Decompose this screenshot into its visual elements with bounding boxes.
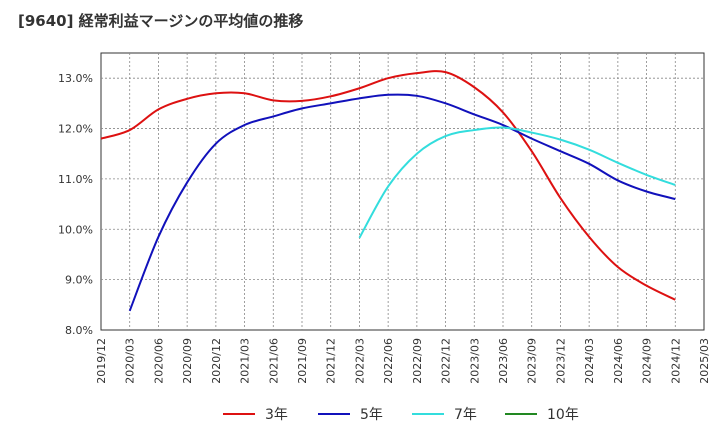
x-tick-label: 2021/06	[267, 338, 280, 384]
x-tick-label: 2022/06	[382, 338, 395, 384]
x-tick-label: 2021/03	[239, 338, 252, 384]
chart-title: [9640] 経常利益マージンの平均値の推移	[18, 12, 304, 30]
x-tick-label: 2021/12	[325, 338, 338, 384]
plot-area	[100, 52, 705, 331]
series-line-3年	[100, 70, 676, 301]
legend-label: 3年	[265, 407, 288, 423]
x-tick-label: 2020/09	[181, 338, 194, 384]
y-tick-label: 11.0%	[58, 173, 93, 186]
x-tick-label: 2022/03	[353, 338, 366, 384]
x-tick-label: 2024/09	[641, 338, 654, 384]
x-tick-label: 2024/03	[583, 338, 596, 384]
x-axis-ticks: 2019/12 2020/03 2020/06 2020/09 2020/12 2021/…	[95, 338, 711, 384]
y-tick-label: 8.0%	[65, 324, 93, 337]
series-lines	[100, 70, 676, 312]
y-tick-label: 12.0%	[58, 123, 93, 136]
x-tick-label: 2021/09	[296, 338, 309, 384]
y-tick-label: 10.0%	[58, 223, 93, 236]
x-tick-label: 2025/03	[698, 338, 711, 384]
legend: 3年 5年 7年 10年	[223, 407, 579, 423]
x-tick-label: 2020/12	[210, 338, 223, 384]
legend-label: 5年	[360, 407, 383, 423]
x-tick-label: 2020/06	[152, 338, 165, 384]
x-tick-label: 2023/12	[554, 338, 567, 384]
legend-label: 10年	[547, 407, 579, 423]
y-tick-label: 9.0%	[65, 274, 93, 287]
series-line-5年	[128, 93, 676, 312]
x-tick-label: 2020/03	[124, 338, 137, 384]
y-axis-ticks: 8.0% 9.0% 10.0% 11.0% 12.0% 13.0%	[58, 72, 93, 337]
x-tick-label: 2022/12	[440, 338, 453, 384]
x-tick-label: 2022/09	[411, 338, 424, 384]
grid-lines	[101, 53, 704, 330]
legend-label: 7年	[454, 407, 477, 423]
x-tick-label: 2023/09	[526, 338, 539, 384]
x-tick-label: 2023/03	[468, 338, 481, 384]
x-tick-label: 2019/12	[95, 338, 108, 384]
x-tick-label: 2023/06	[497, 338, 510, 384]
series-line-7年	[358, 126, 676, 239]
x-tick-label: 2024/12	[669, 338, 682, 384]
y-tick-label: 13.0%	[58, 72, 93, 85]
x-tick-label: 2024/06	[612, 338, 625, 384]
